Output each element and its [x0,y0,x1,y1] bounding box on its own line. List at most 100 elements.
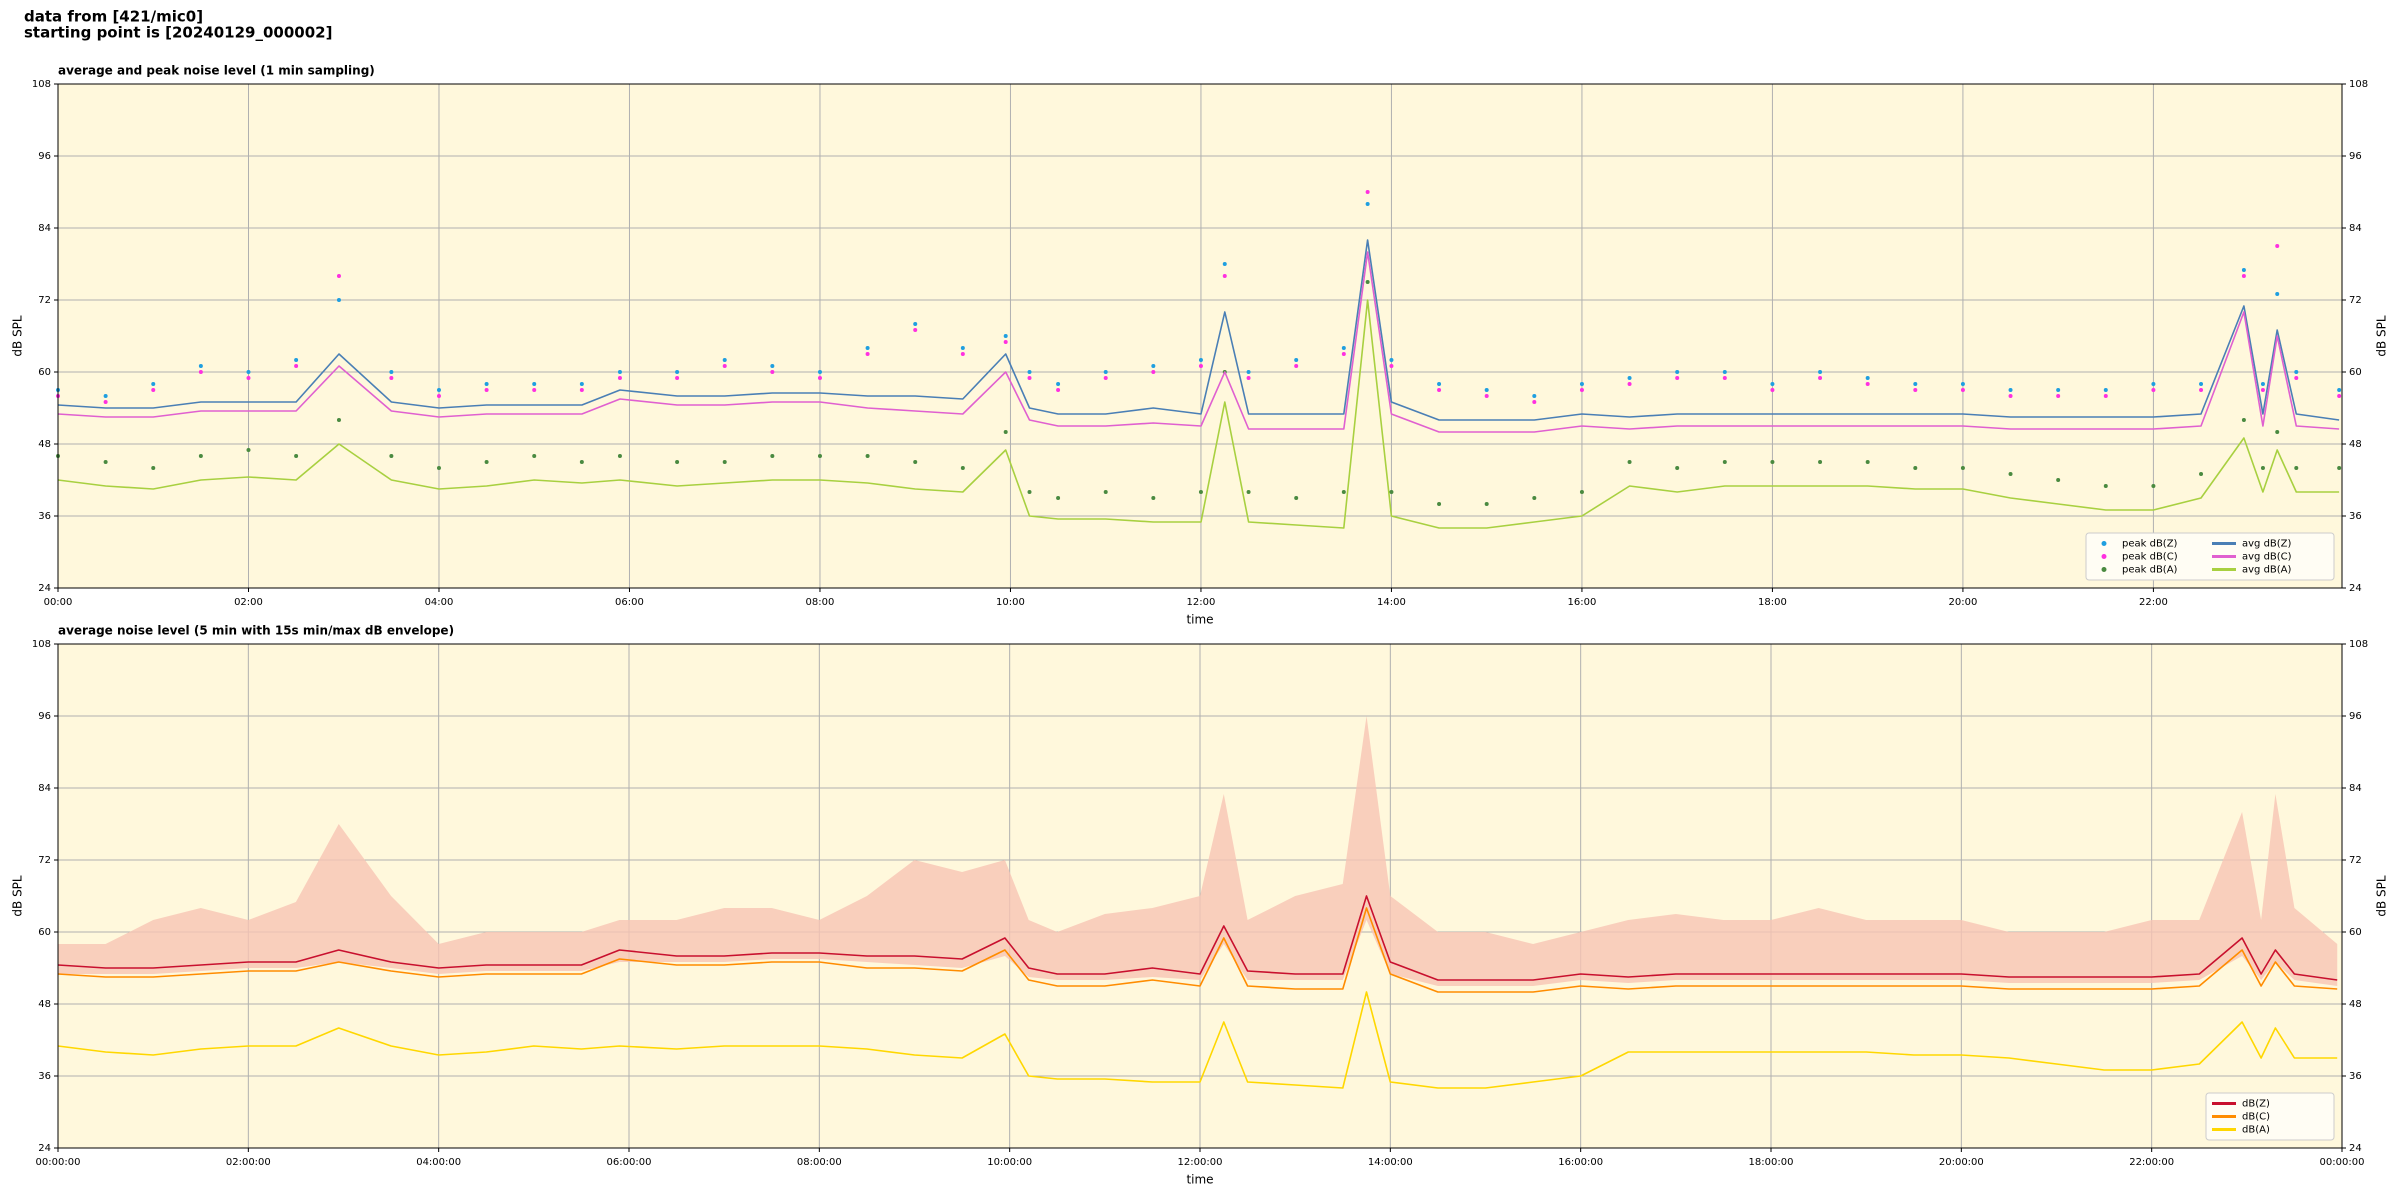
y-tick-label-right: 36 [2349,1071,2362,1082]
x-tick-label: 12:00 [1187,597,1216,608]
peak-point [103,460,108,464]
peak-point [1960,388,1965,392]
peak-point [336,274,341,278]
y-tick-label: 36 [38,1071,51,1082]
peak-point [1532,394,1537,398]
peak-point [579,382,584,386]
peak-point [1341,490,1346,494]
peak-point [1246,376,1251,380]
legend-label: avg dB(A) [2242,565,2292,576]
peak-point [2103,484,2108,488]
x-tick-label: 04:00:00 [416,1157,461,1168]
y-tick-label: 60 [38,927,51,938]
peak-point [1818,376,1823,380]
peak-point [1722,376,1727,380]
peak-point [1365,202,1370,206]
x-tick-label: 14:00 [1377,597,1406,608]
x-tick-label: 02:00 [234,597,263,608]
x-tick-label: 22:00 [2139,597,2168,608]
y-tick-label-right: 60 [2349,367,2362,378]
plot-background [58,84,2342,588]
legend-label: dB(C) [2242,1112,2270,1123]
peak-point [1151,364,1156,368]
peak-point [2151,388,2156,392]
peak-point [865,346,870,350]
plot-title: average noise level (5 min with 15s min/… [58,624,454,638]
peak-point [1532,496,1537,500]
x-tick-label: 08:00:00 [797,1157,842,1168]
peak-point [2337,394,2342,398]
header-line: starting point is [20240129_000002] [24,24,332,42]
x-tick-label: 08:00 [806,597,835,608]
peak-point [617,370,622,374]
peak-point [1484,394,1489,398]
peak-point [1151,370,1156,374]
legend-marker [2101,554,2107,559]
peak-point [1437,502,1442,506]
y-tick-label-right: 108 [2349,79,2368,90]
y-tick-label: 72 [38,855,51,866]
peak-point [2008,472,2013,476]
peak-point [1437,382,1442,386]
y-tick-label: 108 [32,639,51,650]
plot-frame [57,83,2343,589]
peak-point [1865,382,1870,386]
peak-point [294,364,299,368]
peak-point [1818,370,1823,374]
peak-point [2241,274,2246,278]
x-tick-label: 12:00:00 [1178,1157,1223,1168]
peak-point [1103,490,1108,494]
peak-point [1365,280,1370,284]
peak-point [1913,382,1918,386]
y-axis-label: dB SPL [11,875,25,917]
peak-point [865,454,870,458]
peak-point [675,370,680,374]
peak-point [246,448,251,452]
peak-point [1627,376,1632,380]
peak-point [1003,334,1008,338]
y-tick-label: 96 [38,151,51,162]
peak-point [151,382,156,386]
y-axis-label-right: dB SPL [2375,315,2389,357]
y-tick-label: 108 [32,79,51,90]
x-tick-label: 18:00:00 [1749,1157,1794,1168]
y-tick-label-right: 84 [2349,783,2362,794]
peak-point [2337,466,2342,470]
peak-point [2241,268,2246,272]
y-tick-label: 96 [38,711,51,722]
peak-point [2260,466,2265,470]
legend-label: avg dB(C) [2242,552,2292,563]
y-tick-label-right: 36 [2349,511,2362,522]
peak-point [1294,496,1299,500]
series-line [57,907,2338,993]
y-tick-label-right: 84 [2349,223,2362,234]
y-tick-label-right: 24 [2349,583,2362,594]
x-tick-label: 00:00:00 [36,1157,81,1168]
peak-point [1579,388,1584,392]
y-tick-label-right: 108 [2349,639,2368,650]
peak-point [1341,352,1346,356]
peak-point [960,352,965,356]
y-tick-label: 72 [38,295,51,306]
legend-label: peak dB(Z) [2122,539,2178,550]
peak-point [294,358,299,362]
peak-point [1222,262,1227,266]
peak-point [2056,478,2061,482]
y-tick-label: 48 [38,999,51,1010]
peak-point [2199,388,2204,392]
x-tick-label: 00:00 [44,597,73,608]
peak-point [2103,394,2108,398]
y-axis-label-right: dB SPL [2375,875,2389,917]
peak-point [198,454,203,458]
peak-point [1722,460,1727,464]
x-axis-label: time [1186,613,1213,627]
peak-point [1246,490,1251,494]
series-line [57,251,2340,433]
peak-point [579,460,584,464]
y-axis-label: dB SPL [11,315,25,357]
peak-point [1722,370,1727,374]
peak-point [1913,466,1918,470]
peak-point [2151,484,2156,488]
